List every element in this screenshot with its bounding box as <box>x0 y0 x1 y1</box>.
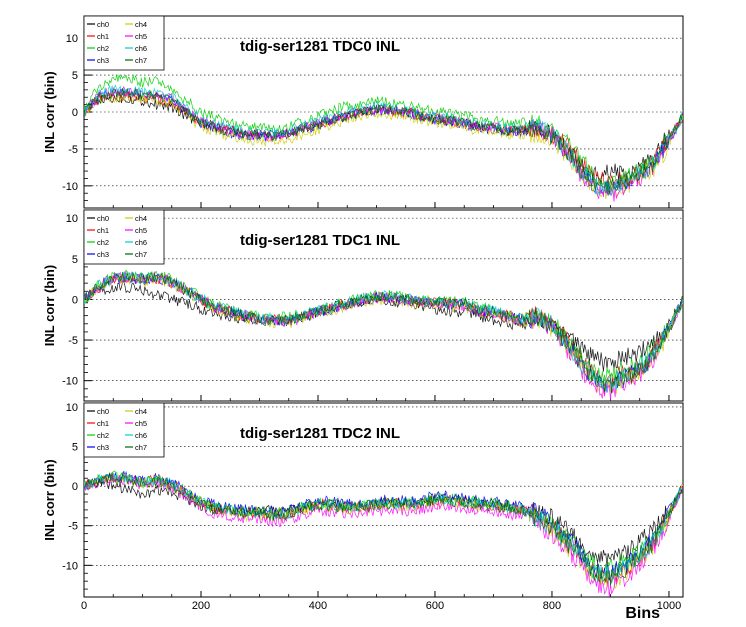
legend-label-ch3: ch3 <box>97 56 109 65</box>
legend-label-ch7: ch7 <box>135 56 147 65</box>
y-tick-label: 10 <box>66 402 78 414</box>
legend-label-ch6: ch6 <box>135 238 147 247</box>
legend-label-ch4: ch4 <box>135 20 147 29</box>
x-tick-label: 200 <box>192 600 210 612</box>
series-group <box>84 470 683 597</box>
legend-label-ch6: ch6 <box>135 431 147 440</box>
legend-label-ch4: ch4 <box>135 407 147 416</box>
legend-label-ch1: ch1 <box>97 32 109 41</box>
legend-label-ch7: ch7 <box>135 250 147 259</box>
chart-title: tdig-ser1281 TDC2 INL <box>240 425 400 442</box>
x-axis-label: Bins <box>625 605 660 622</box>
x-tick-label: 800 <box>543 600 561 612</box>
legend-label-ch3: ch3 <box>97 443 109 452</box>
series-line-ch0 <box>84 281 683 372</box>
legend-label-ch5: ch5 <box>135 32 147 41</box>
y-tick-label: 10 <box>66 213 78 225</box>
y-tick-label: -10 <box>62 181 78 193</box>
y-tick-label: -5 <box>68 335 78 347</box>
legend-label-ch2: ch2 <box>97 431 109 440</box>
legend-label-ch5: ch5 <box>135 226 147 235</box>
chart-panel-1: -10 -5 0 5 10 tdig-ser1281 TDC1 INL INL corr (… <box>42 209 684 402</box>
legend-box <box>83 15 165 71</box>
chart-title: tdig-ser1281 TDC1 INL <box>240 232 400 249</box>
chart-panel-2: -10 -5 0 5 10 0 200 400 600 800 1000 tdig-ser1281 T… <box>42 402 684 622</box>
y-tick-label: 0 <box>72 107 78 119</box>
y-tick-label: 0 <box>72 294 78 306</box>
legend-label-ch3: ch3 <box>97 250 109 259</box>
chart-title: tdig-ser1281 TDC0 INL <box>240 38 400 55</box>
series-line-ch4 <box>84 92 683 200</box>
y-tick-label: 10 <box>66 33 78 45</box>
y-axis-label: INL corr (bin) <box>42 459 57 540</box>
series-group <box>84 269 683 401</box>
y-tick-label: 5 <box>72 442 78 454</box>
y-tick-label: 5 <box>72 254 78 266</box>
y-axis-label: INL corr (bin) <box>42 71 57 152</box>
y-tick-label: -10 <box>62 560 78 572</box>
legend-label-ch6: ch6 <box>135 44 147 53</box>
legend-box <box>83 402 165 458</box>
legend-label-ch0: ch0 <box>97 407 109 416</box>
series-group <box>84 74 683 202</box>
legend-label-ch1: ch1 <box>97 419 109 428</box>
x-tick-label: 1000 <box>657 600 681 612</box>
legend-label-ch1: ch1 <box>97 226 109 235</box>
legend-label-ch0: ch0 <box>97 20 109 29</box>
legend-label-ch4: ch4 <box>135 214 147 223</box>
y-tick-label: 5 <box>72 70 78 82</box>
legend-label-ch2: ch2 <box>97 44 109 53</box>
y-axis-label: INL corr (bin) <box>42 265 57 346</box>
chart-panel-0: -10 -5 0 5 10 tdig-ser1281 TDC0 INL INL corr (… <box>42 15 684 209</box>
y-tick-label: -10 <box>62 376 78 388</box>
y-tick-label: 0 <box>72 481 78 493</box>
legend-label-ch5: ch5 <box>135 419 147 428</box>
x-tick-label: 400 <box>309 600 327 612</box>
legend-box <box>83 209 165 265</box>
x-tick-label: 600 <box>426 600 444 612</box>
legend-label-ch0: ch0 <box>97 214 109 223</box>
series-line-ch6 <box>84 84 683 197</box>
series-line-ch7 <box>84 471 683 586</box>
series-line-ch7 <box>84 272 683 394</box>
legend-label-ch7: ch7 <box>135 443 147 452</box>
y-tick-label: -5 <box>68 521 78 533</box>
y-tick-label: -5 <box>68 144 78 156</box>
x-tick-label: 0 <box>81 600 87 612</box>
legend-label-ch2: ch2 <box>97 238 109 247</box>
series-line-ch7 <box>84 87 683 195</box>
